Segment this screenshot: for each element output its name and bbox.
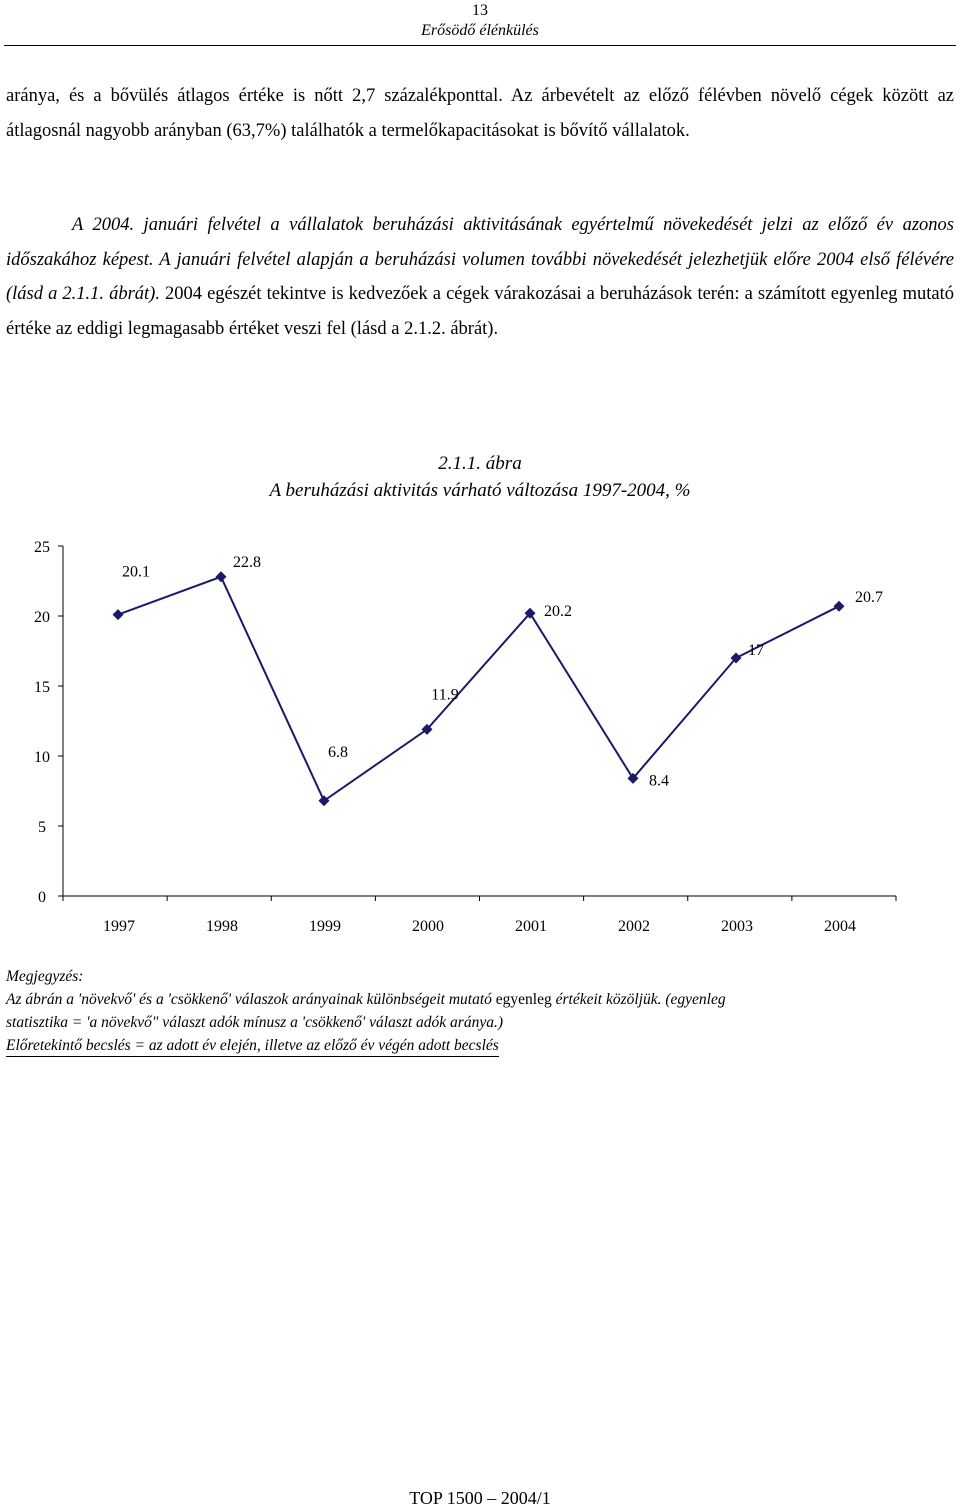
data-labels: 20.1 22.8 6.8 11.9 20.2 8.4 17 20.7 <box>122 554 883 790</box>
data-label: 11.9 <box>431 686 458 703</box>
running-title: Erősödő élénkülés <box>421 22 539 39</box>
series-line <box>117 575 840 803</box>
page-number: 13 <box>472 2 488 19</box>
x-tick-label: 2002 <box>618 918 650 935</box>
y-axis-ticks: 0 5 10 15 20 25 <box>34 539 63 906</box>
data-label: 22.8 <box>233 554 261 571</box>
data-label: 20.7 <box>855 589 883 606</box>
x-tick-label: 1998 <box>206 918 238 935</box>
paragraph-2: A 2004. januári felvétel a vállalatok be… <box>6 208 954 346</box>
data-point-marker <box>833 600 845 612</box>
y-tick-label: 0 <box>38 889 46 906</box>
series-markers <box>112 571 845 807</box>
figure-title: A beruházási aktivitás várható változása… <box>269 480 691 501</box>
notes-heading: Megjegyzés: <box>6 968 84 985</box>
figure-label: 2.1.1. ábra <box>438 453 522 474</box>
x-tick-label: 2003 <box>721 918 753 935</box>
footer: TOP 1500 – 2004/1 <box>409 1488 551 1508</box>
notes-line-1b: egyenleg <box>495 991 552 1008</box>
data-point-marker <box>421 723 433 735</box>
data-label: 8.4 <box>649 772 669 789</box>
series-line-path <box>117 575 840 803</box>
notes-line-1a: Az ábrán a 'növekvő' és a 'csökkenő' vál… <box>6 991 496 1008</box>
line-chart: 0 5 10 15 20 25 1997 1998 1999 2000 2001 2002 2003 2… <box>34 539 897 935</box>
header-rule <box>4 45 956 46</box>
x-axis-ticks: 1997 1998 1999 2000 2001 2002 2003 2004 <box>62 896 897 935</box>
data-label: 6.8 <box>328 744 348 761</box>
x-tick-label: 1997 <box>103 918 135 935</box>
y-tick-label: 25 <box>34 539 50 556</box>
notes-line-1: Az ábrán a 'növekvő' és a 'csökkenő' vál… <box>6 988 956 1011</box>
data-point-marker <box>524 607 536 619</box>
paragraph-2-normal: 2004 egészét tekintve is kedvezőek a cég… <box>6 284 955 339</box>
x-tick-label: 2004 <box>824 918 856 935</box>
notes: Megjegyzés: Az ábrán a 'növekvő' és a 'c… <box>6 965 956 1057</box>
data-point-marker <box>730 652 742 664</box>
data-point-marker <box>627 772 639 784</box>
data-label: 17 <box>748 642 764 659</box>
x-tick-label: 2001 <box>515 918 547 935</box>
data-label: 20.2 <box>544 603 572 620</box>
y-tick-label: 20 <box>34 609 50 626</box>
data-label: 20.1 <box>122 564 150 581</box>
x-tick-label: 2000 <box>412 918 444 935</box>
data-point-marker <box>215 571 227 583</box>
notes-line-1c: értékeit közöljük. (egyenleg <box>551 991 726 1008</box>
x-tick-label: 1999 <box>309 918 341 935</box>
y-tick-label: 10 <box>34 749 50 766</box>
paragraph-1: aránya, és a bővülés átlagos értéke is n… <box>6 86 954 141</box>
notes-line-2: statisztika = 'a növekvő" választ adók m… <box>6 1014 503 1031</box>
notes-line-3: Előretekintő becslés = az adott év elejé… <box>6 1036 499 1057</box>
data-point-marker <box>318 795 330 807</box>
data-point-marker <box>112 609 124 621</box>
paragraph-2-italic: A 2004. januári felvétel a vállalatok be… <box>6 215 954 304</box>
y-tick-label: 15 <box>34 679 50 696</box>
y-tick-label: 5 <box>38 819 46 836</box>
chart-axes <box>62 546 896 897</box>
